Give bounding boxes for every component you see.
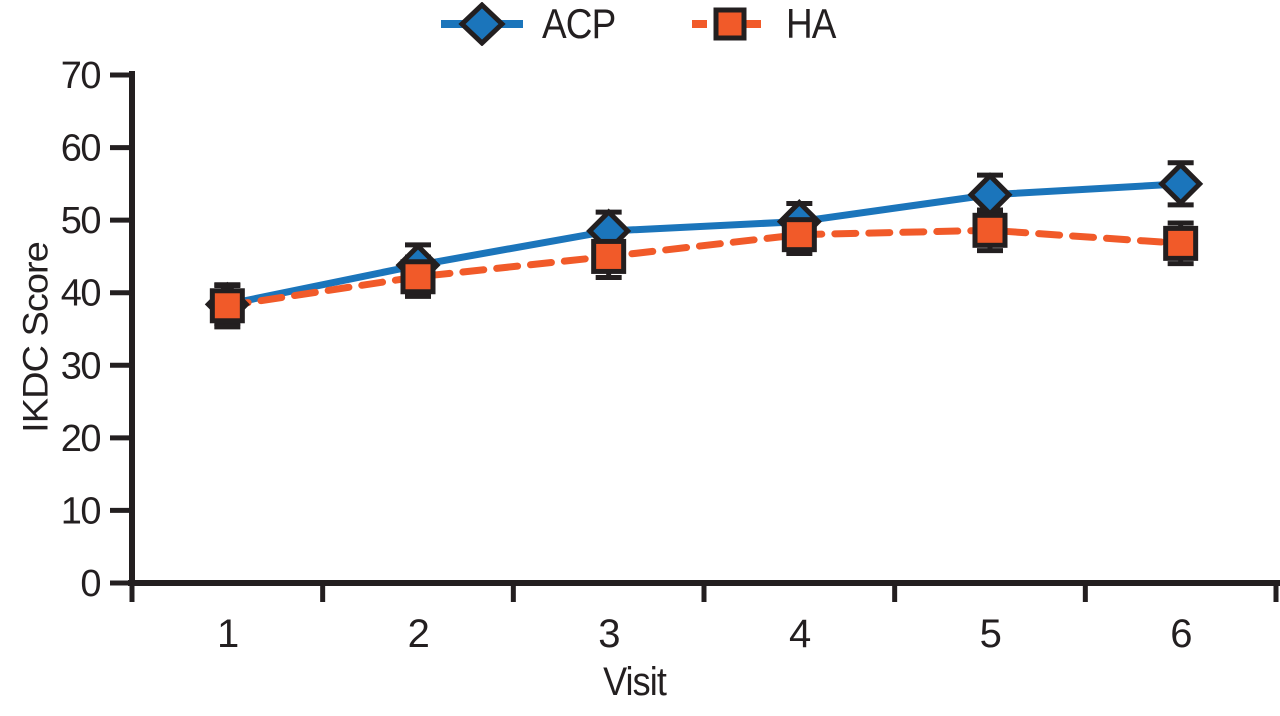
x-axis-title: Visit: [603, 660, 667, 704]
svg-text:20: 20: [61, 418, 101, 460]
acp-legend-diamond: [458, 2, 506, 46]
y-axis-title: IKDC Score: [17, 242, 56, 433]
legend-label-acp: ACP: [542, 0, 616, 47]
svg-text:70: 70: [61, 55, 101, 97]
svg-text:2: 2: [408, 612, 429, 656]
svg-text:1: 1: [217, 612, 238, 656]
svg-text:4: 4: [789, 612, 811, 656]
acp-solid-line-diamond-icon: [441, 2, 524, 46]
svg-text:0: 0: [80, 563, 100, 605]
ha-legend-square: [713, 7, 746, 41]
svg-text:30: 30: [61, 345, 101, 387]
svg-text:50: 50: [61, 200, 101, 242]
svg-text:40: 40: [61, 273, 101, 315]
svg-text:3: 3: [598, 612, 619, 656]
svg-text:60: 60: [61, 128, 101, 170]
legend-item-ha: HA: [690, 2, 842, 46]
svg-text:5: 5: [980, 612, 1001, 656]
svg-text:10: 10: [61, 490, 101, 532]
ha-dashed-line-square-icon: [691, 7, 768, 41]
chart-legend: ACP HA: [0, 0, 1280, 46]
svg-text:6: 6: [1170, 612, 1191, 656]
legend-item-acp: ACP: [438, 2, 625, 46]
legend-label-ha: HA: [785, 0, 836, 47]
